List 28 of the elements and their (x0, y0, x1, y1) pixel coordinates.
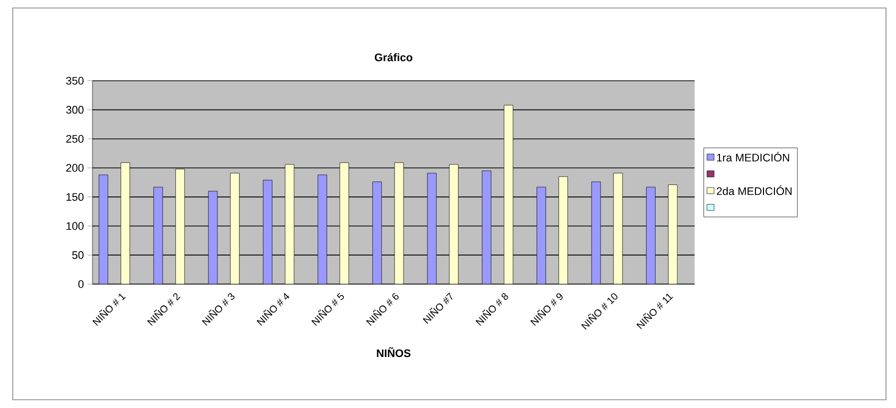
y-tick-label: 50 (72, 251, 84, 260)
legend-label: 2da MEDICIÓN (716, 186, 792, 196)
bar (646, 187, 656, 284)
bar (449, 164, 458, 284)
y-tick-label: 0 (78, 280, 84, 288)
bar (176, 169, 185, 284)
legend-label: 1ra MEDICIÓN (717, 152, 790, 162)
bar (120, 162, 130, 284)
bar (263, 180, 272, 284)
bar (372, 182, 382, 284)
y-tick-label: 200 (66, 164, 84, 172)
bar (318, 175, 327, 284)
y-tick-label: 300 (66, 106, 84, 114)
y-tick-label: 150 (66, 193, 84, 201)
bar (340, 162, 349, 284)
chart-title: Gráfico (374, 53, 412, 62)
bar (668, 184, 678, 284)
x-axis-title: NIÑOS (376, 347, 410, 358)
bar (558, 176, 568, 284)
bar (482, 170, 492, 284)
y-tick-label: 100 (66, 222, 84, 230)
bar (230, 173, 240, 284)
bar (536, 187, 546, 284)
bar (208, 191, 218, 284)
bar (154, 187, 163, 284)
y-tick-label: 350 (66, 77, 84, 85)
bar (427, 173, 436, 284)
y-tick-label: 250 (66, 135, 84, 143)
